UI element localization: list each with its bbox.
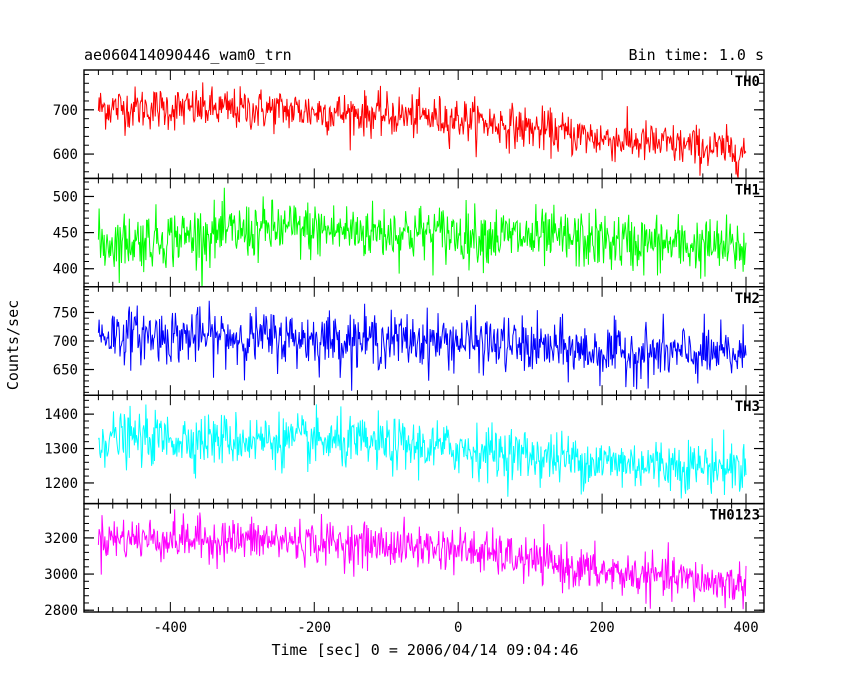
y-tick-label: 600 [53,147,78,163]
panel-frame [83,69,765,180]
panel-frame [83,502,765,613]
y-tick-label: 450 [53,226,78,242]
panel-th0123: 2800 3000 3200 TH0123 [44,502,765,619]
y-axis-label: Counts/sec [4,300,22,390]
series-line-th0123 [97,509,747,610]
bin-time-label: Bin time: 1.0 s [629,46,764,64]
y-tick-label: 1300 [44,442,78,458]
y-tick-label: 1400 [44,407,78,423]
series-line-th1 [97,187,747,287]
panel-label: TH0123 [709,508,760,524]
y-tick-label: 750 [53,305,78,321]
x-axis: -400 -200 0 200 400 [153,620,758,636]
panel-label: TH3 [735,399,760,415]
panel-label: TH0 [735,74,760,90]
x-axis-label: Time [sec] 0 = 2006/04/14 09:04:46 [271,641,578,659]
panel-label: TH2 [735,291,760,307]
x-tick-label: -400 [153,620,187,636]
panel-th1: 400 450 500 TH1 [53,177,765,288]
y-tick-label: 400 [53,262,78,278]
y-tick-label: 700 [53,334,78,350]
y-tick-label: 2800 [44,603,78,619]
chart-title: ae060414090446_wam0_trn [84,46,292,64]
x-tick-label: -200 [297,620,331,636]
y-tick-label: 3000 [44,567,78,583]
x-tick-label: 200 [589,620,614,636]
y-tick-label: 1200 [44,476,78,492]
panel-th0: 600 700 TH0 [53,69,765,180]
panel-frame [83,394,765,505]
panel-th3: 1200 1300 1400 TH3 [44,394,765,505]
series-line-th2 [97,300,747,391]
x-tick-label: 400 [733,620,758,636]
x-tick-label: 0 [454,620,462,636]
y-tick-label: 500 [53,189,78,205]
y-tick-label: 3200 [44,531,78,547]
panel-label: TH1 [735,182,760,198]
y-tick-label: 650 [53,363,78,379]
panel-th2: 650 700 750 TH2 [53,286,765,396]
panels-group: 600 700 TH0 400 450 500 TH1 650 700 750 TH2 1200 130… [44,69,765,619]
y-tick-label: 700 [53,103,78,119]
series-line-th3 [97,404,747,499]
series-line-th0 [97,82,747,179]
